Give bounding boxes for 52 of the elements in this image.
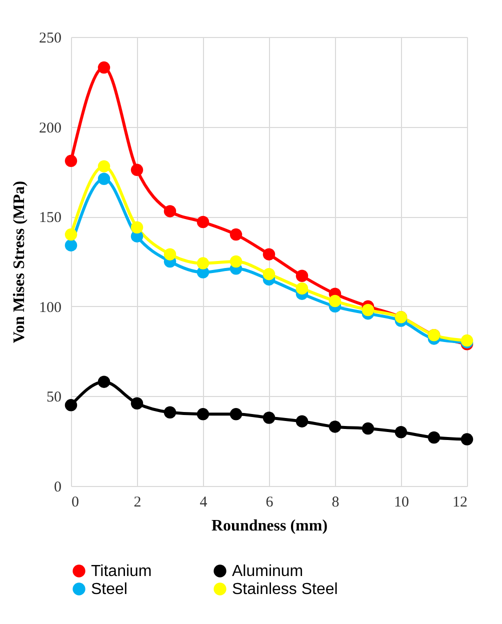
point: [328, 420, 342, 433]
point: [328, 294, 342, 308]
point: [164, 406, 176, 418]
point: [98, 376, 110, 388]
x-tick-label: 2: [134, 494, 142, 510]
x-tick-label: 6: [266, 494, 274, 510]
y-tick-label: 100: [39, 300, 62, 316]
point: [262, 268, 276, 280]
point: [362, 422, 374, 435]
point: [64, 154, 78, 168]
point: [262, 412, 276, 424]
x-tick-label: 4: [200, 494, 208, 510]
point: [394, 426, 408, 438]
point: [64, 399, 78, 412]
y-tick-label: 200: [39, 120, 62, 136]
point: [98, 172, 110, 185]
point: [296, 415, 308, 428]
x-tick-label: 0: [72, 494, 79, 510]
point: [98, 61, 110, 74]
y-tick-label: 150: [39, 210, 62, 226]
x-axis-title: Roundness (mm): [211, 518, 328, 534]
point: [362, 304, 374, 316]
point: [130, 221, 144, 234]
y-tick-label: 50: [46, 390, 62, 406]
legend-label: Titanium: [91, 563, 152, 580]
y-axis-title: Von Mises Stress (MPa): [11, 180, 28, 344]
point: [164, 205, 176, 218]
y-tick-label: 250: [39, 30, 62, 46]
legend-label: Stainless Steel: [232, 581, 338, 598]
point: [296, 282, 308, 295]
point: [428, 431, 440, 444]
y-tick-label: 0: [54, 480, 62, 496]
point: [296, 270, 308, 282]
x-tick-label: 12: [452, 494, 468, 510]
x-tick-label: 8: [332, 494, 340, 510]
point: [460, 433, 474, 446]
point: [64, 239, 78, 252]
point: [130, 164, 144, 176]
point: [196, 216, 210, 228]
point: [64, 228, 78, 241]
point: [262, 248, 276, 260]
point: [98, 160, 110, 172]
point: [196, 408, 210, 420]
point: [196, 257, 210, 270]
point: [164, 248, 176, 260]
legend-label: Aluminum: [232, 563, 304, 580]
legend-label: Steel: [91, 581, 128, 598]
point: [130, 397, 144, 410]
point: [230, 228, 242, 241]
x-tick-label: 10: [394, 494, 409, 510]
point: [230, 255, 242, 268]
point: [230, 408, 242, 420]
